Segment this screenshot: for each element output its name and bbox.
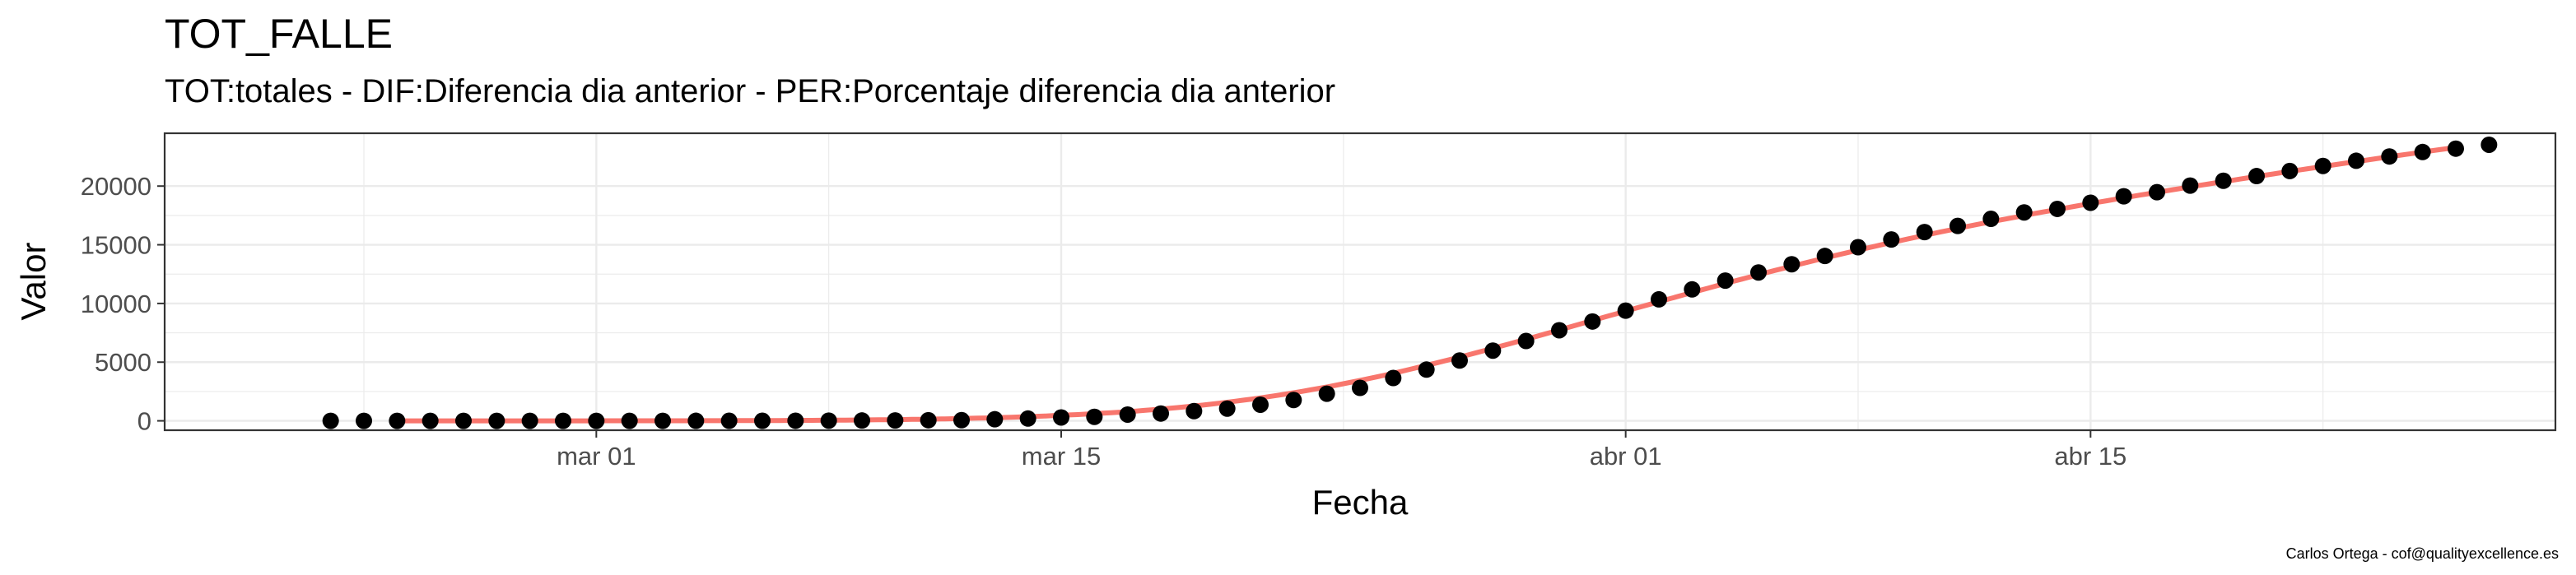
data-point (1916, 224, 1933, 241)
data-point (1617, 302, 1634, 319)
plot-panel (163, 132, 2557, 432)
data-point (2215, 172, 2232, 189)
x-tick-label: mar 15 (1022, 442, 1101, 471)
y-tick-label: 20000 (81, 172, 151, 201)
data-point (2381, 148, 2398, 165)
data-point (455, 412, 472, 429)
x-axis: mar 01 mar 15 abr 01 abr 15 (557, 430, 2126, 471)
data-point (1651, 290, 1667, 308)
data-point (1385, 369, 1402, 387)
data-point (1418, 361, 1435, 378)
data-point (2015, 204, 2033, 221)
data-point (2082, 194, 2099, 211)
data-point (1584, 313, 1601, 330)
data-point (1517, 332, 1535, 350)
data-point (1750, 264, 1767, 281)
data-point (1218, 400, 1236, 417)
data-point (1484, 342, 1502, 359)
data-point (1186, 402, 1203, 420)
x-axis-title: Fecha (1312, 483, 1409, 522)
data-point (1053, 409, 1069, 426)
data-point (2448, 140, 2464, 157)
y-axis-title: Valor (14, 243, 53, 321)
data-point (1352, 379, 1368, 396)
data-point (2149, 183, 2165, 201)
data-point (1949, 217, 1966, 234)
data-point (2049, 200, 2066, 217)
data-point (422, 412, 439, 429)
data-point (1883, 231, 1900, 248)
caption: Carlos Ortega - cof@qualityexcellence.es (2286, 545, 2559, 562)
data-point (1318, 385, 1335, 402)
data-point (2314, 157, 2331, 174)
data-point (1717, 272, 1734, 290)
data-point (986, 410, 1004, 428)
data-point (820, 412, 837, 429)
x-tick-label: abr 01 (1590, 442, 1662, 471)
grid-minor (165, 133, 2555, 430)
data-point (389, 412, 406, 429)
data-point (720, 412, 738, 429)
data-point (2115, 188, 2132, 205)
data-point (588, 412, 605, 429)
data-point (1086, 408, 1103, 425)
data-point (854, 412, 870, 429)
data-point (521, 412, 538, 429)
data-point (654, 412, 671, 429)
data-point (1153, 405, 1169, 422)
data-point (555, 412, 571, 429)
data-point (787, 412, 804, 429)
data-point (687, 412, 705, 429)
data-point (1019, 410, 1036, 427)
points-layer (322, 136, 2498, 429)
data-point (887, 412, 904, 429)
y-tick-label: 10000 (81, 290, 151, 318)
data-point (953, 411, 970, 429)
data-point (1982, 211, 2000, 228)
data-point (2414, 143, 2431, 160)
chart-subtitle: TOT:totales - DIF:Diferencia dia anterio… (165, 73, 1335, 109)
data-point (1119, 406, 1136, 423)
data-point (621, 412, 638, 429)
grid-major (165, 133, 2555, 430)
data-point (1850, 239, 1866, 256)
y-tick-label: 5000 (95, 348, 151, 377)
data-point (488, 412, 505, 429)
data-point (754, 412, 771, 429)
chart-title: TOT_FALLE (165, 11, 393, 57)
data-point (322, 412, 339, 429)
data-point (2281, 162, 2299, 179)
data-point (2481, 136, 2498, 153)
y-axis: 0 5000 10000 15000 20000 (81, 172, 165, 436)
data-point (920, 411, 937, 429)
data-point (1285, 392, 1302, 409)
data-point (1816, 248, 1833, 265)
data-point (2348, 152, 2364, 169)
data-point (1783, 256, 1800, 273)
y-tick-label: 0 (137, 407, 151, 436)
data-point (1451, 352, 1468, 369)
data-point (1551, 322, 1567, 339)
y-tick-label: 15000 (81, 231, 151, 260)
data-point (1684, 281, 1701, 298)
data-point (1252, 396, 1269, 413)
x-tick-label: mar 01 (557, 442, 636, 471)
data-point (2248, 168, 2265, 185)
x-tick-label: abr 15 (2054, 442, 2126, 471)
data-point (2182, 177, 2199, 194)
data-point (356, 412, 372, 429)
